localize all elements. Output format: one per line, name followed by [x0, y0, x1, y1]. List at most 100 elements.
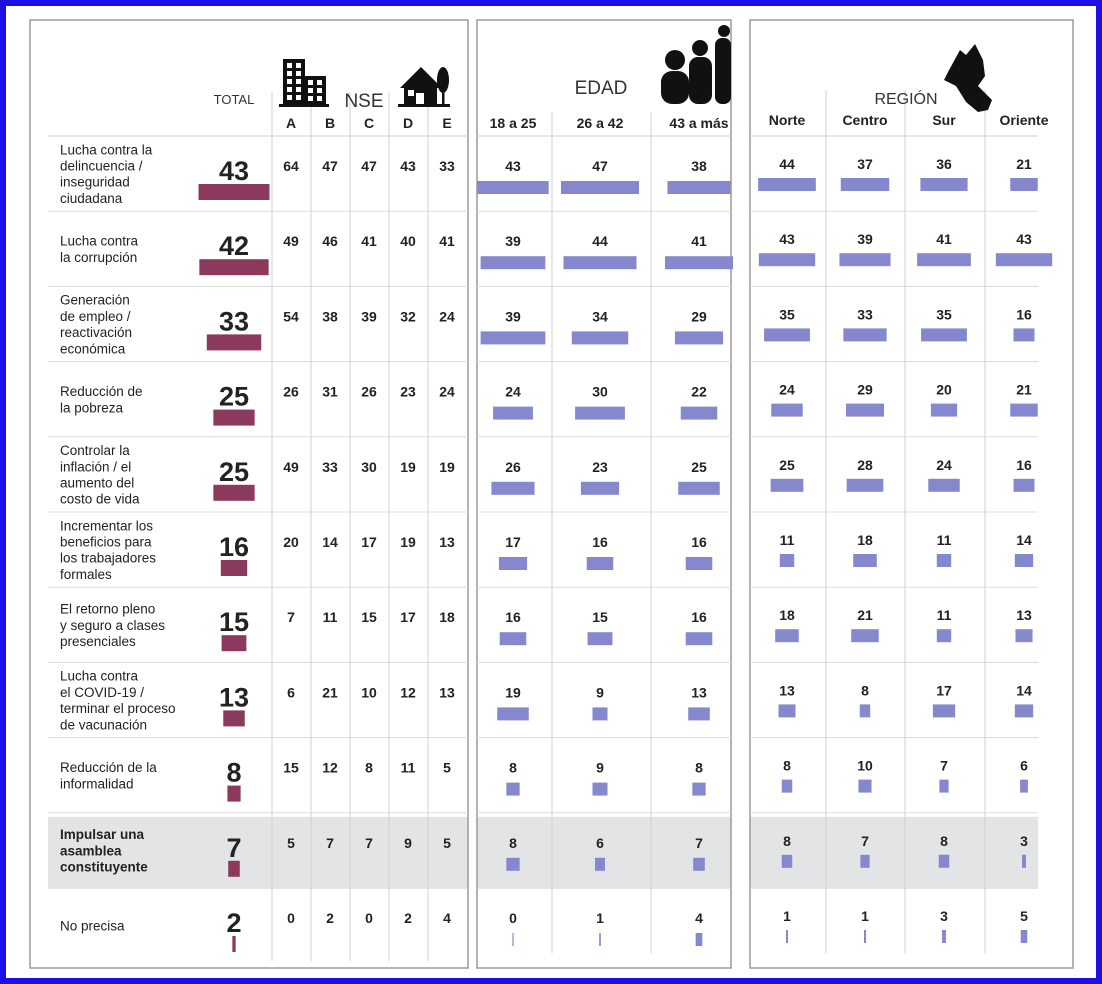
edad-value: 8 [509, 760, 517, 776]
total-bar [228, 860, 240, 877]
edad-bar [664, 256, 734, 270]
region-value: 1 [861, 908, 869, 924]
edad-value: 24 [505, 384, 521, 400]
total-value: 13 [219, 682, 249, 712]
row-label: Lucha contra [60, 669, 139, 684]
row-label: informalidad [60, 776, 134, 791]
region-value: 17 [936, 682, 952, 698]
total-bar [213, 484, 255, 501]
total-bar [232, 936, 236, 952]
total-value: 8 [226, 758, 241, 788]
nse-value: 0 [365, 910, 373, 926]
edad-bar [575, 406, 625, 420]
region-value: 7 [861, 833, 869, 849]
edad-bar [667, 181, 731, 194]
edad-value: 16 [592, 534, 608, 550]
region-value: 8 [783, 758, 791, 774]
row-label: la pobreza [60, 400, 124, 415]
region-value: 43 [779, 231, 795, 247]
total-bar [220, 560, 248, 576]
row-label: costo de vida [60, 492, 140, 507]
region-bar [939, 779, 949, 793]
table-row: Lucha contra la delincuencia /inseguridad… [60, 142, 1038, 206]
edad-value: 41 [691, 233, 707, 249]
region-bar [1022, 854, 1026, 868]
nse-value: 17 [361, 534, 377, 550]
region-bar [859, 704, 871, 718]
row-label: Generación [60, 293, 130, 308]
row-label: económica [60, 341, 126, 356]
nse-value: 14 [322, 534, 338, 550]
nse-value: 41 [439, 233, 455, 249]
region-header: REGIÓN [874, 89, 937, 108]
region-value: 16 [1016, 457, 1032, 473]
region-value: 36 [936, 156, 952, 172]
region-bar [843, 328, 887, 342]
edad-value: 44 [592, 233, 608, 249]
edad-bar [512, 933, 514, 946]
nse-value: 18 [439, 609, 455, 625]
edad-value: 30 [592, 384, 608, 400]
nse-value: 24 [439, 308, 455, 324]
nse-value: 31 [322, 384, 338, 400]
region-value: 1 [783, 908, 791, 924]
nse-value: 39 [361, 308, 377, 324]
nse-value: 7 [287, 609, 295, 625]
edad-bar [692, 782, 706, 796]
edad-value: 29 [691, 308, 707, 324]
region-value: 13 [1016, 607, 1032, 623]
row-label: la corrupción [60, 250, 137, 265]
edad-bar [599, 933, 601, 946]
edad-value: 15 [592, 609, 608, 625]
total-value: 25 [219, 382, 249, 412]
total-value: 7 [226, 833, 241, 863]
region-bar [758, 178, 816, 191]
region-bar [938, 854, 950, 868]
region-bar [781, 854, 793, 868]
region-column-sur: Sur [932, 112, 956, 128]
edad-value: 43 [505, 158, 521, 174]
nse-value: 24 [439, 384, 455, 400]
nse-value: 6 [287, 684, 295, 700]
region-value: 14 [1016, 682, 1032, 698]
region-column-norte: Norte [769, 112, 806, 128]
region-bar [995, 253, 1053, 267]
row-label: el COVID-19 / [60, 685, 144, 700]
edad-value: 34 [592, 308, 608, 324]
nse-value: 46 [322, 233, 338, 249]
nse-value: 13 [439, 534, 455, 550]
house-with-tree-icon [398, 67, 450, 107]
total-value: 2 [226, 908, 241, 938]
region-value: 11 [937, 607, 952, 623]
edad-value: 13 [691, 684, 707, 700]
edad-value: 22 [691, 384, 707, 400]
row-label: y seguro a clases [60, 618, 165, 633]
region-bar [775, 629, 799, 643]
row-label: formales [60, 567, 112, 582]
edad-bar [592, 782, 608, 796]
nse-value: 21 [322, 684, 338, 700]
nse-value: 33 [322, 459, 338, 475]
region-value: 8 [861, 682, 869, 698]
region-value: 29 [857, 382, 873, 398]
region-bar [932, 704, 956, 718]
nse-value: 26 [283, 384, 299, 400]
region-value: 28 [857, 457, 873, 473]
edad-bar [587, 632, 613, 646]
edad-bar [560, 181, 640, 194]
region-bar [917, 253, 971, 267]
nse-column-c: C [364, 115, 374, 131]
row-label: de empleo / [60, 309, 131, 324]
edad-bar [693, 857, 705, 871]
edad-bar [688, 707, 710, 721]
nse-value: 47 [322, 158, 338, 174]
total-value: 15 [219, 607, 249, 637]
total-value: 25 [219, 457, 249, 487]
nse-value: 41 [361, 233, 377, 249]
row-label: reactivación [60, 325, 132, 340]
row-label: beneficios para [60, 535, 152, 550]
row-label: Lucha contra [60, 234, 139, 249]
edad-value: 8 [695, 760, 703, 776]
